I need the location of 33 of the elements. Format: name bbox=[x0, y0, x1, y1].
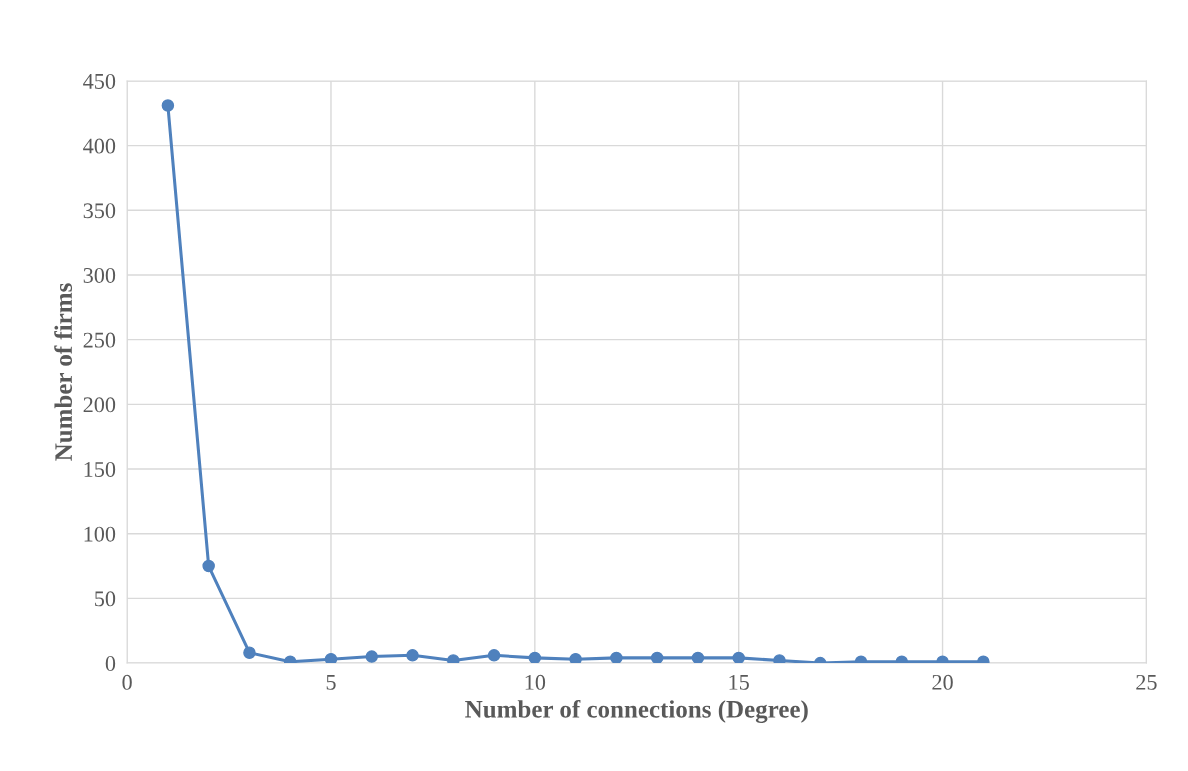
point bbox=[406, 649, 419, 662]
x-tick-label: 0 bbox=[122, 674, 132, 690]
y-axis-title: Number of firms bbox=[54, 283, 73, 461]
point bbox=[487, 649, 501, 662]
x-tick-label: 20 bbox=[932, 674, 953, 690]
y-tick-label: 100 bbox=[84, 526, 116, 542]
point bbox=[202, 559, 215, 573]
y-tick-label: 250 bbox=[83, 332, 116, 348]
point bbox=[569, 652, 582, 664]
point bbox=[324, 652, 338, 664]
point bbox=[161, 99, 175, 112]
y-tick-label: 450 bbox=[83, 73, 116, 89]
y-tick-label: 200 bbox=[83, 397, 116, 413]
point bbox=[447, 654, 460, 664]
x-tick-label: 10 bbox=[525, 674, 546, 690]
point bbox=[650, 651, 664, 664]
y-tick-label: 50 bbox=[95, 591, 116, 607]
y-tick-label: 300 bbox=[83, 267, 116, 283]
y-tick-label: 350 bbox=[83, 203, 116, 219]
point bbox=[610, 651, 623, 664]
point bbox=[691, 651, 705, 664]
point bbox=[528, 651, 542, 664]
y-tick-label: 150 bbox=[84, 461, 116, 477]
point bbox=[773, 654, 786, 664]
y-tick-label: 0 bbox=[105, 655, 116, 671]
point bbox=[732, 651, 745, 664]
x-tick-label: 25 bbox=[1136, 674, 1157, 690]
x-tick-label: 15 bbox=[729, 674, 749, 690]
x-tick-label: 5 bbox=[326, 675, 336, 690]
y-tick-label: 400 bbox=[83, 138, 116, 154]
point bbox=[243, 646, 256, 659]
x-axis-title: Number of connections (Degree) bbox=[465, 699, 808, 723]
point bbox=[365, 650, 378, 663]
